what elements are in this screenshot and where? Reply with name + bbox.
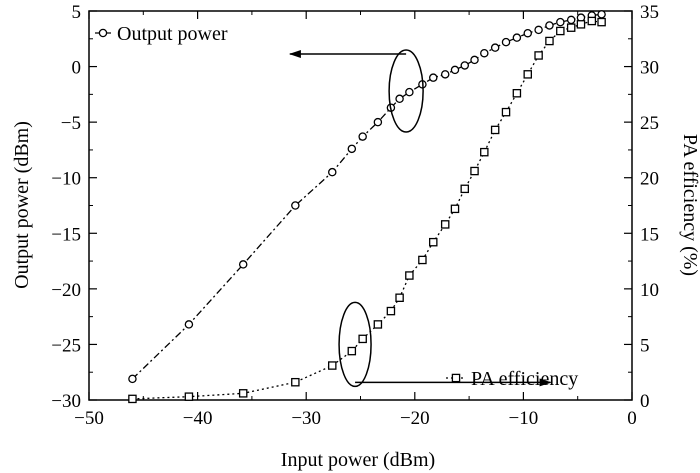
data-point-output-power xyxy=(184,320,194,329)
data-point-output-power xyxy=(395,94,404,104)
data-point-pa-efficiency xyxy=(523,70,532,79)
data-point-output-power xyxy=(405,87,414,97)
y-left-tick-label: −25 xyxy=(51,335,81,356)
ticks-layer: −50 −40 −30 −20 −10 0 5 0 −5 −10 −15 −20 −25 −30 35 30 2… xyxy=(51,2,659,429)
x-tick-label: −10 xyxy=(509,408,539,429)
legend-marker-output-power xyxy=(98,28,108,38)
data-point-pa-efficiency xyxy=(386,306,396,316)
y-right-tick-label: 25 xyxy=(640,113,659,134)
legend-marker-pa-efficiency xyxy=(451,373,461,383)
y-left-axis-title: Output power (dBm) xyxy=(11,121,33,289)
data-point-pa-efficiency xyxy=(328,361,337,370)
y-right-axis-title: PA efficiency (%) xyxy=(679,134,700,276)
annotation-ellipse-pa-efficiency xyxy=(338,301,372,388)
data-point-pa-efficiency xyxy=(128,394,137,404)
data-point-pa-efficiency xyxy=(566,23,576,32)
x-tick-label: −50 xyxy=(74,408,104,429)
data-point-pa-efficiency xyxy=(490,125,500,135)
data-point-pa-efficiency xyxy=(405,271,414,280)
data-point-pa-efficiency xyxy=(534,51,543,60)
data-point-pa-efficiency xyxy=(238,389,248,398)
y-left-tick-label: −15 xyxy=(51,224,81,245)
data-point-output-power xyxy=(480,48,489,58)
y-right-tick-label: 15 xyxy=(640,224,659,245)
data-point-pa-efficiency xyxy=(512,88,522,98)
y-left-tick-label: −5 xyxy=(61,113,81,134)
data-point-output-power xyxy=(128,374,137,384)
data-point-pa-efficiency xyxy=(576,20,586,29)
annotation-ellipse-output-power xyxy=(388,49,424,133)
data-point-pa-efficiency xyxy=(450,204,460,214)
data-point-output-power xyxy=(460,61,470,70)
y-left-tick-label: −30 xyxy=(51,391,81,412)
data-point-pa-efficiency xyxy=(470,166,479,176)
legend-label-output-power: Output power xyxy=(117,23,228,45)
data-point-pa-efficiency xyxy=(545,36,554,46)
x-tick-label: 0 xyxy=(627,408,637,429)
data-point-pa-efficiency xyxy=(184,392,194,401)
legend-label-pa-efficiency: PA efficiency xyxy=(471,368,578,390)
data-point-output-power xyxy=(566,15,576,25)
data-point-pa-efficiency xyxy=(395,293,404,302)
x-tick-label: −40 xyxy=(183,408,213,429)
data-point-output-power xyxy=(328,167,337,177)
data-point-output-power xyxy=(501,37,511,47)
annotations-layer xyxy=(95,28,552,388)
data-point-pa-efficiency xyxy=(429,237,438,247)
data-point-output-power xyxy=(429,73,438,82)
y-right-tick-label: 35 xyxy=(640,2,659,23)
series-layer xyxy=(128,10,606,404)
data-point-output-power xyxy=(291,201,300,210)
y-left-tick-label: 0 xyxy=(72,58,82,79)
data-point-output-power xyxy=(238,260,248,269)
data-point-pa-efficiency xyxy=(418,255,427,265)
data-point-output-power xyxy=(440,70,450,79)
data-point-pa-efficiency xyxy=(440,220,450,229)
y-right-tick-label: 30 xyxy=(640,58,659,79)
data-point-pa-efficiency xyxy=(480,147,489,157)
y-left-tick-label: −20 xyxy=(51,280,81,301)
y-right-tick-label: 0 xyxy=(640,391,650,412)
y-left-tick-label: −10 xyxy=(51,169,81,190)
data-point-output-power xyxy=(450,65,460,75)
data-point-output-power xyxy=(523,28,532,38)
data-point-pa-efficiency xyxy=(291,377,300,387)
data-point-pa-efficiency xyxy=(373,320,383,329)
data-point-output-power xyxy=(490,43,500,52)
y-right-tick-label: 10 xyxy=(640,280,659,301)
data-point-output-power xyxy=(556,17,565,27)
data-point-output-power xyxy=(470,55,479,65)
x-tick-label: −30 xyxy=(291,408,321,429)
data-point-output-power xyxy=(358,132,367,141)
data-point-output-power xyxy=(347,144,357,154)
data-point-pa-efficiency xyxy=(597,17,606,27)
data-point-pa-efficiency xyxy=(460,184,470,194)
data-point-pa-efficiency xyxy=(587,16,597,26)
data-point-output-power xyxy=(373,117,383,127)
data-point-output-power xyxy=(545,21,554,30)
data-point-pa-efficiency xyxy=(347,346,357,356)
data-point-output-power xyxy=(534,25,543,35)
data-point-output-power xyxy=(597,10,606,19)
data-point-pa-efficiency xyxy=(358,334,367,344)
data-point-pa-efficiency xyxy=(501,107,511,117)
data-point-output-power xyxy=(512,33,522,42)
x-tick-label: −20 xyxy=(400,408,430,429)
y-right-tick-label: 20 xyxy=(640,169,659,190)
x-axis-title: Input power (dBm) xyxy=(281,449,435,471)
data-point-pa-efficiency xyxy=(556,26,565,36)
y-right-tick-label: 5 xyxy=(640,335,650,356)
y-left-tick-label: 5 xyxy=(72,2,82,23)
